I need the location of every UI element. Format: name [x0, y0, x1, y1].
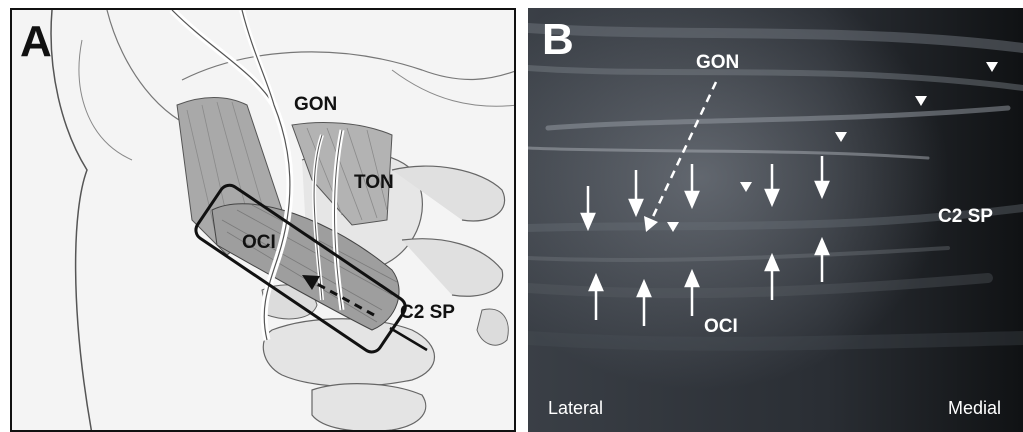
- oci-label: OCI: [242, 232, 276, 253]
- panel-a-illustration: A GON TON OCI C2 SP: [10, 8, 516, 432]
- ultrasound-image: [528, 8, 1023, 432]
- oci-label-us: OCI: [704, 316, 738, 337]
- medial-label: Medial: [948, 398, 1002, 418]
- c2sp-label-us: C2 SP: [938, 206, 993, 227]
- anatomy-illustration: [50, 10, 514, 430]
- ton-label: TON: [354, 172, 394, 193]
- lateral-label: Lateral: [548, 398, 604, 418]
- c2sp-label: C2 SP: [400, 302, 455, 323]
- gon-label: GON: [294, 94, 338, 115]
- down-arrows: [580, 156, 830, 232]
- panel-b-letter: B: [542, 15, 574, 64]
- up-arrows: [588, 236, 830, 326]
- panel-a-letter: A: [20, 17, 52, 66]
- panel-b-ultrasound: B GON OCI C2 SP Lateral Medial: [528, 8, 1023, 432]
- gon-label-us: GON: [696, 52, 740, 73]
- arrowhead-markers: [667, 62, 998, 232]
